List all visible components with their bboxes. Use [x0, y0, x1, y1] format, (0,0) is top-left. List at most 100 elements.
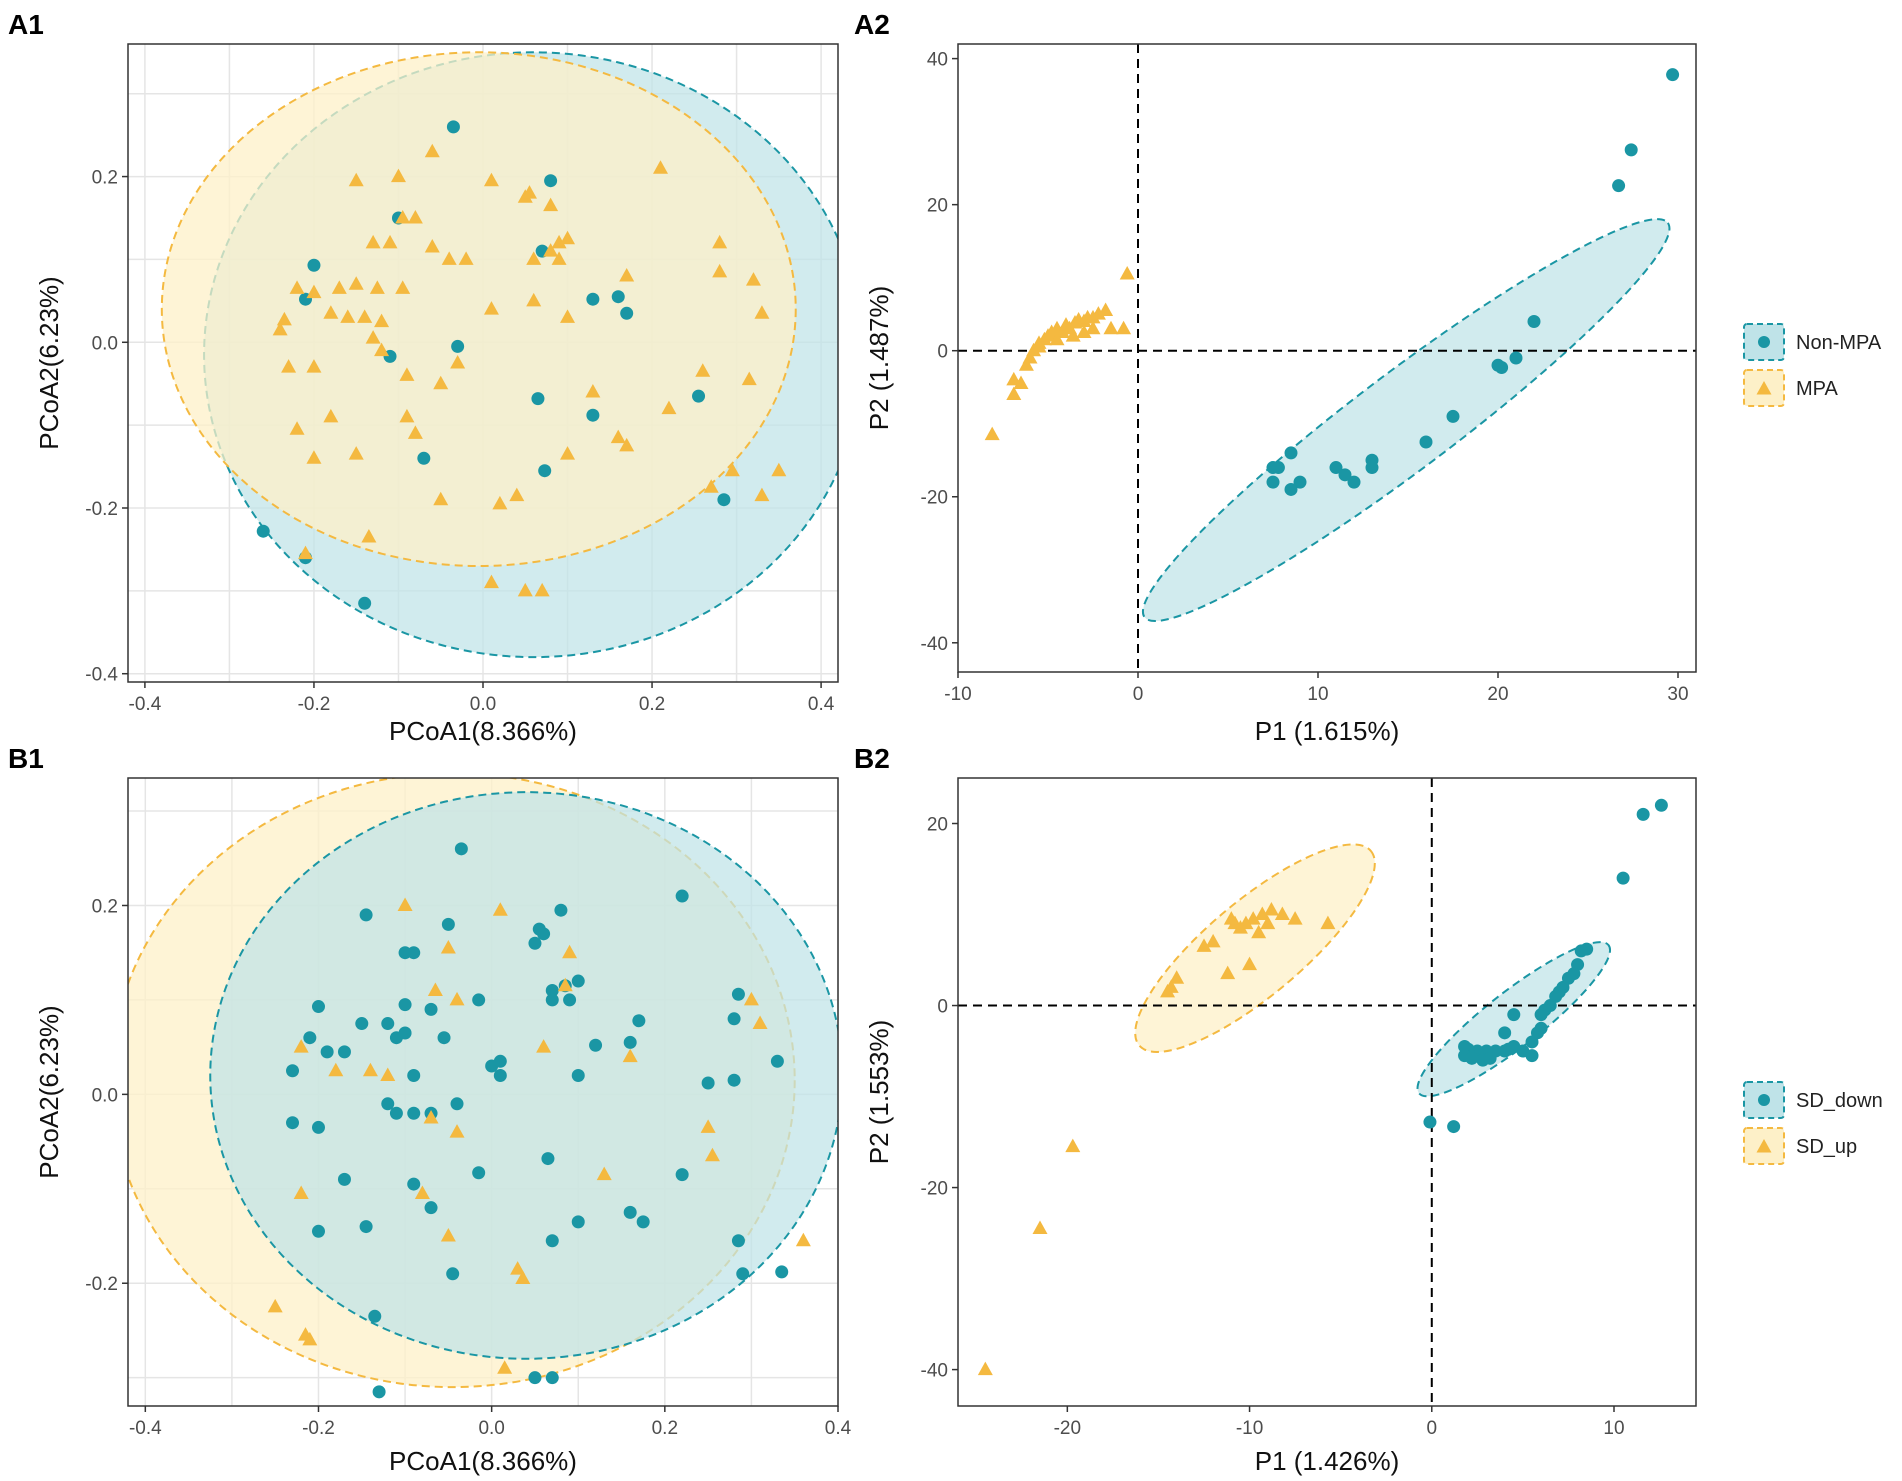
y-axis-title: P2 (1.487%)	[864, 286, 894, 431]
point-teal	[775, 1265, 789, 1279]
point-teal	[727, 1073, 741, 1087]
y-tick-label: 0.2	[92, 896, 118, 917]
point-teal	[1419, 435, 1433, 449]
point-teal	[731, 987, 745, 1001]
y-tick-label: 0.0	[92, 1085, 118, 1106]
point-teal	[727, 1012, 741, 1026]
point-teal	[1329, 461, 1343, 475]
point-teal	[372, 1385, 386, 1399]
ellipse-yellow	[160, 51, 797, 567]
ellipse-teal	[1141, 218, 1671, 623]
y-tick-label: 20	[927, 196, 948, 217]
x-tick-label: 10	[1307, 684, 1328, 705]
point-teal	[537, 927, 551, 941]
y-tick-label: -0.2	[85, 1274, 118, 1295]
y-tick-label: 0.2	[92, 168, 118, 189]
point-teal	[1284, 482, 1298, 496]
point-teal	[368, 1309, 382, 1323]
legend-entry-label: SD_up	[1796, 1136, 1857, 1158]
panel-border	[127, 777, 839, 1407]
point-teal	[472, 1166, 486, 1180]
x-tick-label: 0.0	[478, 1418, 504, 1439]
x-axis-title: PCoA1(8.366%)	[389, 716, 577, 746]
point-teal	[381, 1017, 395, 1031]
point-teal	[381, 1097, 395, 1111]
point-teal	[493, 1068, 507, 1082]
x-tick-label: 30	[1667, 684, 1688, 705]
y-tick-label: -20	[921, 1179, 948, 1200]
point-teal	[337, 1172, 351, 1186]
point-teal	[586, 408, 600, 422]
point-teal	[1624, 143, 1638, 157]
point-teal	[355, 1017, 369, 1031]
point-teal	[1365, 461, 1379, 475]
point-teal	[417, 451, 431, 465]
point-teal	[701, 1076, 715, 1090]
point-teal	[441, 917, 455, 931]
point-teal	[692, 389, 706, 403]
point-teal	[472, 993, 486, 1007]
point-teal	[1266, 475, 1280, 489]
point-teal	[1525, 1049, 1539, 1063]
point-teal	[1636, 807, 1650, 821]
panel-border	[957, 43, 1697, 673]
point-teal	[544, 174, 558, 188]
panel-label: A2	[854, 9, 890, 40]
data-points	[984, 68, 1680, 496]
point-teal	[358, 596, 372, 610]
point-yellow	[984, 426, 1000, 441]
y-axis-title: PCoA2(6.23%)	[34, 1005, 64, 1178]
legend-entry-label: Non-MPA	[1796, 332, 1882, 354]
point-teal	[1574, 944, 1588, 958]
point-teal	[311, 1120, 325, 1134]
x-tick-label: 0.0	[470, 694, 496, 715]
panel-b2: -20 -10 0 10 -40 -20 0 20 P1 (1.426%) P2 (1.553%)…	[854, 743, 1883, 1476]
point-teal	[1483, 1051, 1497, 1065]
point-teal	[407, 946, 421, 960]
point-teal	[1465, 1051, 1479, 1065]
point-teal	[1534, 1008, 1548, 1022]
point-yellow	[795, 1232, 811, 1247]
point-teal	[623, 1205, 637, 1219]
point-teal	[424, 1002, 438, 1016]
data-points	[267, 842, 811, 1399]
point-teal	[554, 903, 568, 917]
confidence-ellipses	[1134, 843, 1612, 1098]
x-axis-title: P1 (1.426%)	[1255, 1446, 1400, 1476]
y-tick-label: 0.0	[92, 333, 118, 354]
legend-marker-circle	[1758, 1094, 1770, 1106]
y-tick-label: -20	[921, 488, 948, 509]
point-teal	[446, 1267, 460, 1281]
x-axis-title: P1 (1.615%)	[1255, 716, 1400, 746]
point-teal	[545, 993, 559, 1007]
point-teal	[1527, 314, 1541, 328]
x-tick-label: -0.4	[129, 1418, 162, 1439]
y-axis-title: PCoA2(6.23%)	[34, 276, 64, 449]
point-teal	[632, 1014, 646, 1028]
point-yellow	[1103, 320, 1119, 335]
x-tick-label: -0.2	[302, 1418, 335, 1439]
x-tick-label: 10	[1603, 1418, 1624, 1439]
point-teal	[1666, 68, 1680, 82]
point-teal	[454, 842, 468, 856]
point-teal	[636, 1215, 650, 1229]
point-teal	[1338, 468, 1352, 482]
point-teal	[493, 1054, 507, 1068]
point-teal	[620, 306, 634, 320]
point-teal	[1507, 1008, 1521, 1022]
point-teal	[586, 292, 600, 306]
point-teal	[303, 1031, 317, 1045]
point-teal	[1509, 351, 1523, 365]
point-teal	[611, 290, 625, 304]
point-teal	[1347, 475, 1361, 489]
confidence-ellipses	[128, 778, 838, 1389]
legend: Non-MPA MPA	[1743, 323, 1882, 407]
point-teal	[286, 1064, 300, 1078]
point-teal	[545, 1234, 559, 1248]
point-teal	[571, 974, 585, 988]
legend-entry-label: SD_down	[1796, 1090, 1883, 1112]
panel-label: B2	[854, 743, 890, 774]
y-tick-label: -40	[921, 634, 948, 655]
point-teal	[1458, 1039, 1472, 1053]
